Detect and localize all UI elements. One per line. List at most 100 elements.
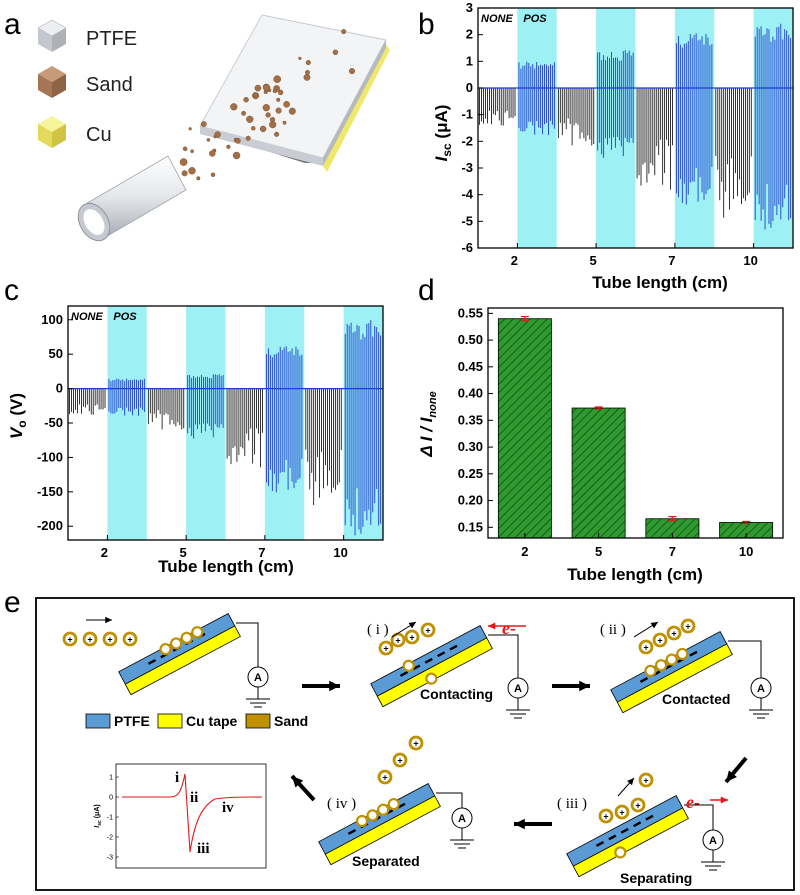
plate-separated: [318, 782, 441, 866]
sand-particle: [251, 126, 256, 131]
step-tag-iii: ( iii ): [557, 796, 587, 812]
motion-arrow-head: [627, 778, 634, 786]
annotation-none: NONE: [71, 311, 103, 323]
sand-ball: [82, 631, 98, 647]
inset-y-tick-label: 1: [109, 775, 113, 782]
sand-ball: [598, 808, 614, 824]
stage-label-contacted: Contacted: [662, 691, 730, 707]
chart-d: 2 5 7 10 0.55 0.50 0.45 0.40 0.35 0.30 0.25 0.20 0.1…: [458, 305, 784, 559]
stage-label-separating: Separating: [620, 870, 692, 886]
sand-particle: [259, 125, 267, 133]
sand-particle: [200, 121, 207, 128]
sand-ball: [159, 642, 172, 656]
pos-band: [107, 306, 147, 540]
sand-ball: [614, 804, 630, 820]
sand-particle: [235, 137, 241, 144]
electron-label-contacting: e-: [502, 618, 516, 638]
sand-particle: [275, 107, 282, 114]
legend-a-cu-label: Cu: [86, 124, 112, 146]
chart-b-xlabel: Tube length (cm): [592, 273, 728, 292]
legend-e-sand-swatch: [245, 713, 271, 729]
sand-ball: [666, 625, 682, 641]
y-tick-label: 0.20: [458, 493, 483, 508]
sand-ball: [191, 626, 204, 639]
motion-arrow-head: [650, 622, 658, 629]
sand-particle: [252, 92, 258, 98]
chart-c-ylabel-unit: (V): [7, 393, 26, 420]
sand-particle: [265, 112, 271, 118]
x-tick-label: 5: [180, 545, 187, 560]
chart-d-ylabel: Δ I / Inone: [417, 391, 439, 457]
legend-a-sand-label: Sand: [86, 74, 133, 96]
sand-charge: +: [107, 635, 112, 645]
inset-marker-iv: iv: [222, 800, 234, 816]
sand-particle: [274, 131, 280, 137]
ammeter-label: A: [514, 683, 522, 695]
panel-letter-b: b: [418, 8, 435, 41]
sand-charge: +: [383, 644, 388, 654]
sand-ball: [408, 735, 424, 751]
sand-particle: [269, 120, 277, 129]
sand-charge: +: [635, 801, 640, 811]
circuit-wire: [728, 640, 762, 678]
sand-particle: [262, 104, 270, 112]
plot-frame: [487, 307, 784, 539]
sand-ball: [392, 752, 408, 768]
inset-y-tick-label: -3: [107, 855, 113, 862]
pos-band: [517, 8, 557, 248]
charge-dash: [645, 814, 654, 821]
sand-particle: [179, 158, 188, 166]
panel-e-inset: 1 0 -1 -2 -3 Isc (μA) i ii iii iv: [94, 763, 267, 869]
charge-dash: [689, 650, 698, 657]
flow-arrow-head: [292, 776, 304, 788]
y-tick-label: 2: [466, 27, 473, 42]
sand-charge: +: [643, 776, 648, 786]
sand-ball: [102, 631, 118, 647]
circuit-wire: [236, 622, 259, 667]
plate-contacting: [370, 624, 493, 708]
sand-ball: [614, 846, 627, 859]
circuit-wire: [436, 792, 463, 808]
legend-e-sand-label: Sand: [274, 713, 308, 729]
x-tick-label: 10: [743, 253, 757, 268]
legend-e-ptfe-label: PTFE: [114, 713, 150, 729]
plate-separating: [566, 794, 689, 878]
sand-ball: [180, 631, 193, 644]
bar: [497, 318, 552, 539]
legend-a-ptfe: PTFE: [37, 19, 137, 52]
charge-dash: [347, 829, 357, 835]
inset-ylabel: Isc (μA): [94, 804, 103, 827]
sand-particle: [272, 88, 277, 94]
sand-charge: +: [127, 635, 132, 645]
charge-dash: [608, 834, 617, 841]
sand-particle: [188, 167, 196, 175]
charge-dash: [595, 841, 605, 847]
sand-charge: +: [685, 622, 690, 632]
y-tick-label: -3: [461, 160, 473, 175]
chart-d-ylabel-sub: none: [427, 391, 439, 417]
x-tick-label: 5: [590, 253, 597, 268]
y-tick-label: 1: [466, 53, 473, 68]
sand-particle: [214, 131, 221, 138]
inset-ylabel-sub: sc: [97, 820, 103, 826]
plate-contacted: [610, 630, 733, 714]
flow-arrow-head: [579, 680, 590, 692]
circuit-wire: [488, 634, 519, 678]
legend-a-sand: Sand: [38, 66, 133, 98]
ammeter-label: A: [254, 672, 262, 684]
y-tick-label: 0.30: [458, 439, 483, 454]
chart-b-ylabel-sub: sc: [440, 143, 454, 157]
sand-particle: [246, 115, 254, 123]
panel-d: d 2 5 7 10 0.55 0.50 0.45 0.40 0.35 0.30 0.25 0.20 0…: [417, 274, 784, 584]
sand-particle: [210, 172, 216, 178]
legend-e-cu-label: Cu tape: [186, 713, 238, 729]
ammeter-label: A: [757, 683, 765, 695]
x-tick-label: 2: [521, 544, 528, 559]
x-tick-label: 10: [739, 544, 753, 559]
sand-particle: [181, 170, 188, 177]
y-tick-label: 0.25: [458, 466, 483, 481]
sand-ball: [62, 631, 78, 647]
sand-charge: +: [397, 756, 402, 766]
stage-label-contacting: Contacting: [420, 686, 493, 702]
